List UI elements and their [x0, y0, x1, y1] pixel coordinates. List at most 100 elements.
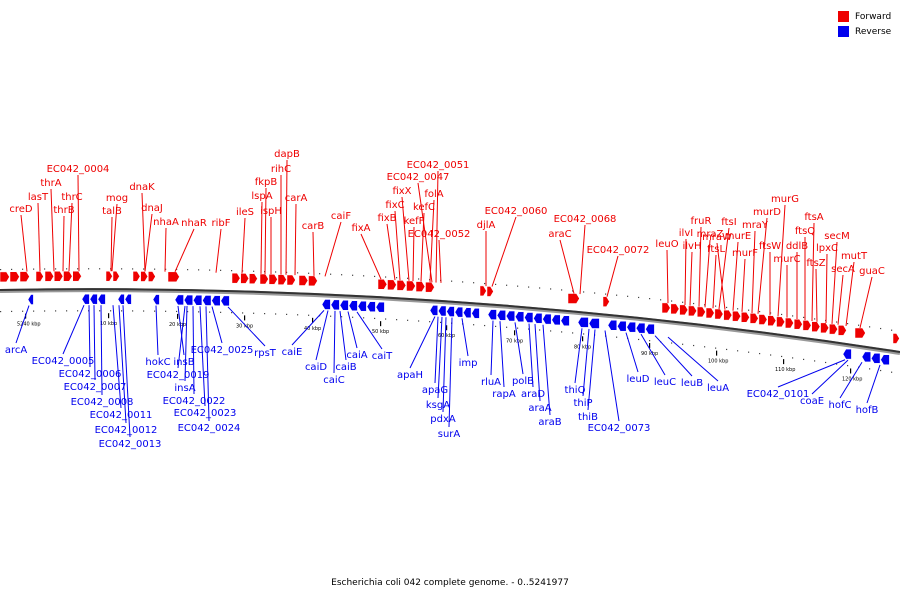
forward-gene-leader	[111, 203, 118, 272]
forward-track-dot	[363, 275, 365, 277]
reverse-gene-leader	[625, 332, 639, 373]
reverse-gene-leader	[587, 329, 596, 411]
forward-track-dot	[594, 292, 596, 294]
forward-gene-leader	[491, 216, 517, 287]
forward-gene-leader	[689, 251, 693, 306]
forward-track-dot	[55, 268, 57, 270]
forward-gene-leader	[215, 228, 222, 273]
reverse-gene-label: hofC	[829, 400, 852, 411]
forward-gene-leader	[394, 210, 401, 281]
forward-gene-label: fruR	[691, 216, 712, 227]
reverse-gene-arrow	[880, 354, 890, 365]
reverse-gene-label: EC042_0013	[99, 439, 162, 450]
forward-track-dot	[44, 268, 46, 270]
forward-track-dot	[781, 313, 783, 316]
forward-gene-label: murD	[753, 207, 781, 218]
forward-gene-arrow	[892, 333, 900, 344]
reverse-gene-arrow	[542, 313, 552, 325]
reverse-track-dot	[385, 318, 387, 320]
reverse-gene-label: surA	[438, 429, 461, 440]
reverse-gene-leader	[177, 305, 185, 356]
scale-tick	[244, 315, 246, 321]
reverse-track-dot	[440, 321, 442, 324]
reverse-gene-arrow	[645, 323, 655, 335]
reverse-gene-arrow	[515, 311, 525, 323]
forward-track-dot	[374, 275, 376, 278]
reverse-track-dot	[418, 320, 420, 322]
reverse-track-dot	[561, 331, 563, 333]
forward-track-dot	[407, 277, 409, 279]
reverse-track-dot	[891, 371, 893, 373]
forward-gene-label: ftsQ	[795, 226, 815, 237]
forward-gene-label: EC042_0052	[408, 229, 471, 240]
reverse-gene-leader	[205, 306, 210, 422]
reverse-gene-leader	[112, 305, 122, 409]
forward-track-dot	[220, 269, 222, 271]
reverse-gene-arrow	[438, 305, 447, 317]
forward-gene-arrow	[732, 310, 741, 322]
reverse-gene-arrow	[174, 294, 184, 306]
reverse-track-dot	[132, 310, 134, 312]
reverse-track-dot	[869, 368, 871, 370]
forward-track-dot	[649, 298, 651, 300]
reverse-gene-label: arcA	[5, 345, 28, 356]
scale-tick	[380, 321, 382, 327]
reverse-gene-leader	[866, 364, 881, 404]
forward-gene-label: araC	[548, 229, 571, 240]
reverse-track-dot	[165, 310, 167, 312]
forward-gene-arrow	[567, 293, 580, 304]
forward-track-dot	[352, 274, 354, 276]
reverse-track-dot	[33, 310, 35, 312]
forward-gene-leader	[859, 276, 873, 329]
forward-gene-label: fkpB	[255, 177, 278, 188]
reverse-track-dot	[22, 310, 24, 312]
forward-gene-leader	[141, 192, 146, 272]
reverse-gene-leader	[356, 311, 383, 350]
forward-gene-arrow	[105, 270, 113, 282]
reverse-gene-label: polB	[512, 376, 534, 387]
reverse-gene-leader	[315, 310, 329, 361]
legend-reverse: Reverse	[838, 24, 891, 39]
reverse-track-dot	[308, 314, 310, 316]
forward-gene-leader	[386, 223, 396, 281]
reverse-gene-label: EC042_0008	[71, 397, 134, 408]
reverse-track-dot	[704, 346, 706, 348]
scale-tick	[649, 343, 651, 349]
forward-gene-leader	[666, 249, 669, 304]
reverse-gene-arrow	[97, 293, 106, 305]
reverse-gene-arrow	[577, 317, 589, 328]
reverse-track-dot	[649, 340, 651, 342]
forward-track-dot	[275, 271, 277, 273]
forward-track-dot	[253, 270, 255, 272]
forward-gene-leader	[285, 159, 288, 275]
reverse-track-dot	[550, 330, 552, 332]
forward-track-dot	[726, 306, 728, 309]
reverse-swatch	[838, 26, 849, 37]
reverse-gene-leader	[333, 310, 336, 374]
forward-gene-label: nhaR	[181, 218, 207, 229]
reverse-track-dot	[572, 332, 574, 334]
scale-tick-label: 5240 kbp	[17, 322, 41, 328]
forward-gene-arrow	[793, 318, 803, 330]
reverse-track-dot	[539, 329, 541, 331]
forward-gene-label: dapB	[274, 149, 300, 160]
reverse-track-dot	[231, 312, 233, 314]
scale-tick-label: 70 kbp	[506, 338, 523, 344]
reverse-track-dot	[154, 310, 156, 312]
scale-tick	[312, 317, 314, 323]
forward-gene-leader	[324, 221, 342, 277]
forward-gene-arrow	[308, 275, 318, 287]
forward-track-dot	[528, 286, 530, 288]
reverse-gene-leader	[461, 318, 469, 357]
forward-gene-arrow	[696, 306, 706, 318]
forward-gene-label: fixA	[351, 223, 370, 234]
scale-tick-label: 110 kbp	[775, 367, 795, 373]
forward-track-dot	[517, 285, 519, 287]
reverse-track-dot	[264, 313, 266, 315]
scale-tick-label: 80 kbp	[574, 344, 591, 350]
forward-gene-label: lspA	[251, 191, 272, 202]
forward-track-dot	[638, 296, 640, 299]
reverse-gene-leader	[184, 306, 188, 382]
reverse-gene-leader	[448, 317, 453, 428]
forward-gene-leader	[174, 228, 195, 273]
